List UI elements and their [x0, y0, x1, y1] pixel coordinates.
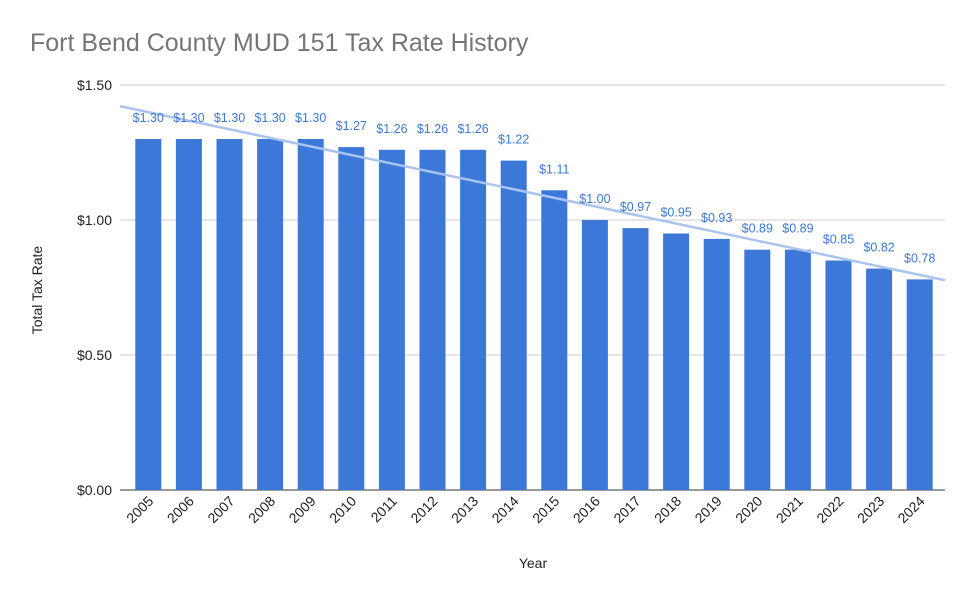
trendline-line	[119, 104, 946, 282]
bar-2013	[460, 149, 487, 491]
y-tick-label: $1.00	[77, 212, 112, 228]
bar-2008	[257, 139, 284, 490]
bar-2020	[744, 249, 771, 490]
data-label: $1.11	[539, 162, 569, 176]
y-tick-label: $0.50	[77, 347, 112, 363]
x-tick-label: 2009	[285, 493, 318, 526]
x-tick-label: 2016	[570, 493, 603, 526]
bar-2009	[297, 139, 324, 490]
x-tick-label: 2012	[407, 493, 440, 526]
bar-2024	[906, 279, 933, 490]
data-label: $1.26	[417, 122, 448, 136]
bar-2023	[866, 268, 893, 490]
bar-2014	[500, 160, 527, 490]
y-tick-label: $0.00	[77, 482, 112, 498]
bar-2007	[216, 139, 243, 490]
x-axis-tick-labels: 2005 2006 2007 2008 2009 2010 2011 2012 2013 2014…	[123, 493, 928, 526]
data-label: $0.95	[660, 206, 691, 220]
data-label: $1.22	[498, 133, 529, 147]
data-label: $1.30	[295, 111, 326, 125]
data-label: $0.97	[620, 200, 651, 214]
data-label: $1.00	[579, 192, 610, 206]
bars	[135, 139, 933, 491]
x-tick-label: 2013	[448, 493, 481, 526]
x-tick-label: 2008	[245, 493, 278, 526]
bar-2015	[541, 190, 568, 491]
y-tick-label: $1.50	[77, 77, 112, 93]
x-tick-label: 2019	[691, 493, 724, 526]
data-label: $1.30	[173, 111, 204, 125]
bar-2021	[784, 249, 811, 490]
x-tick-label: 2014	[488, 493, 521, 526]
data-label: $1.30	[254, 111, 285, 125]
x-tick-label: 2006	[164, 493, 197, 526]
y-axis-tick-labels: $0.00 $0.50 $1.00 $1.50	[77, 77, 112, 498]
data-label: $0.89	[742, 222, 773, 236]
bar-2017	[622, 228, 649, 490]
bar-2006	[175, 139, 202, 490]
data-label: $0.82	[863, 241, 894, 255]
x-tick-label: 2005	[123, 493, 156, 526]
data-label: $1.26	[376, 122, 407, 136]
data-label: $1.27	[336, 119, 367, 133]
data-labels: $1.30 $1.30 $1.30 $1.30 $1.30 $1.27 $1.26 $1.26…	[133, 111, 936, 265]
x-tick-label: 2023	[854, 493, 887, 526]
bar-2019	[703, 238, 730, 490]
gridlines	[120, 84, 945, 491]
x-tick-label: 2024	[894, 493, 927, 526]
bar-2018	[663, 233, 690, 490]
x-tick-label: 2018	[651, 493, 684, 526]
x-tick-label: 2017	[610, 493, 643, 526]
x-tick-label: 2011	[367, 493, 400, 526]
data-label: $0.89	[782, 222, 813, 236]
x-tick-label: 2020	[732, 493, 765, 526]
data-label: $0.85	[823, 233, 854, 247]
x-tick-label: 2022	[813, 493, 846, 526]
y-axis-title: Total Tax Rate	[29, 246, 45, 335]
data-label: $1.30	[133, 111, 164, 125]
bar-2011	[378, 149, 405, 491]
trendline	[119, 104, 946, 282]
x-tick-label: 2015	[529, 493, 562, 526]
bar-2022	[825, 260, 852, 490]
bar-2016	[581, 220, 608, 490]
bar-2010	[338, 147, 365, 490]
x-axis-title: Year	[519, 555, 548, 571]
bar-2012	[419, 149, 446, 491]
x-tick-label: 2021	[773, 493, 806, 526]
data-label: $1.30	[214, 111, 245, 125]
data-label: $0.78	[904, 251, 935, 265]
x-tick-label: 2007	[204, 493, 237, 526]
bar-2005	[135, 139, 162, 490]
chart-title: Fort Bend County MUD 151 Tax Rate Histor…	[30, 29, 529, 57]
x-tick-label: 2010	[326, 493, 359, 526]
data-label: $0.93	[701, 211, 732, 225]
data-label: $1.26	[457, 122, 488, 136]
